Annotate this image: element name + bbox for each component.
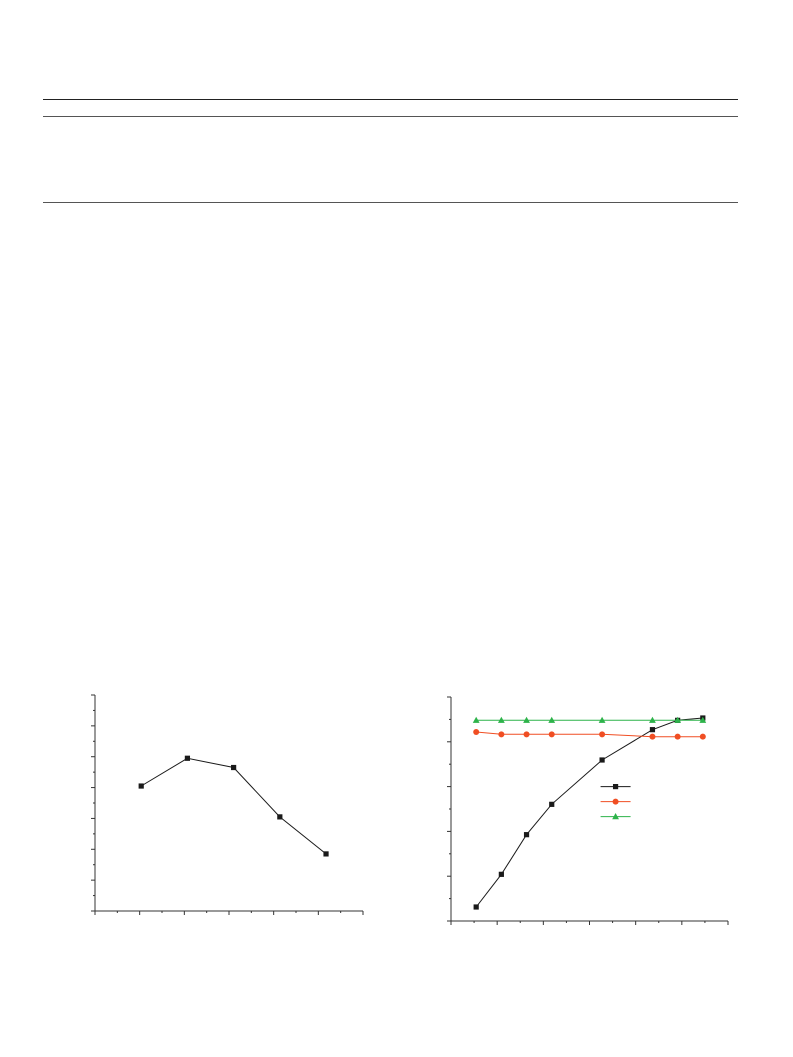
series-2-point xyxy=(699,733,706,740)
header-rule-bottom xyxy=(43,202,738,203)
series-2-point xyxy=(473,729,480,735)
legend-marker-1 xyxy=(612,784,619,790)
series-3-point xyxy=(523,716,530,723)
header-rule-middle xyxy=(43,116,738,117)
series-2-point xyxy=(674,733,681,740)
series-1-point xyxy=(498,871,504,877)
legend-marker-3 xyxy=(612,813,619,820)
series-1-line xyxy=(140,757,327,855)
series-1-point xyxy=(473,904,479,910)
legend xyxy=(600,784,631,820)
series-2-point xyxy=(498,731,505,738)
legend-marker-2 xyxy=(612,798,619,805)
series-2-point xyxy=(649,733,656,740)
series-2-point xyxy=(599,731,606,738)
series-3-point xyxy=(472,716,480,723)
right-line-chart xyxy=(447,696,729,925)
series-1-point xyxy=(523,832,530,838)
header-rule-top xyxy=(43,99,738,100)
series-2-point xyxy=(523,731,530,738)
series-3-point xyxy=(699,716,707,723)
series-3-point xyxy=(548,716,556,723)
series-2-line xyxy=(476,731,703,738)
series-2-point xyxy=(548,731,555,738)
series-3-point xyxy=(598,716,606,723)
series-1-point xyxy=(138,783,144,789)
series-1-point xyxy=(277,814,283,820)
series-1-point xyxy=(231,764,237,771)
series-3-point xyxy=(674,716,682,723)
series-3-point xyxy=(649,716,656,723)
series-1-point xyxy=(323,851,329,857)
left-line-chart xyxy=(91,694,364,915)
series-1-point xyxy=(649,727,656,733)
series-1-point xyxy=(184,755,191,761)
series-1-line xyxy=(475,717,703,908)
series-1-point xyxy=(599,757,605,763)
series-1-point xyxy=(549,801,555,807)
series-3-point xyxy=(497,716,505,723)
